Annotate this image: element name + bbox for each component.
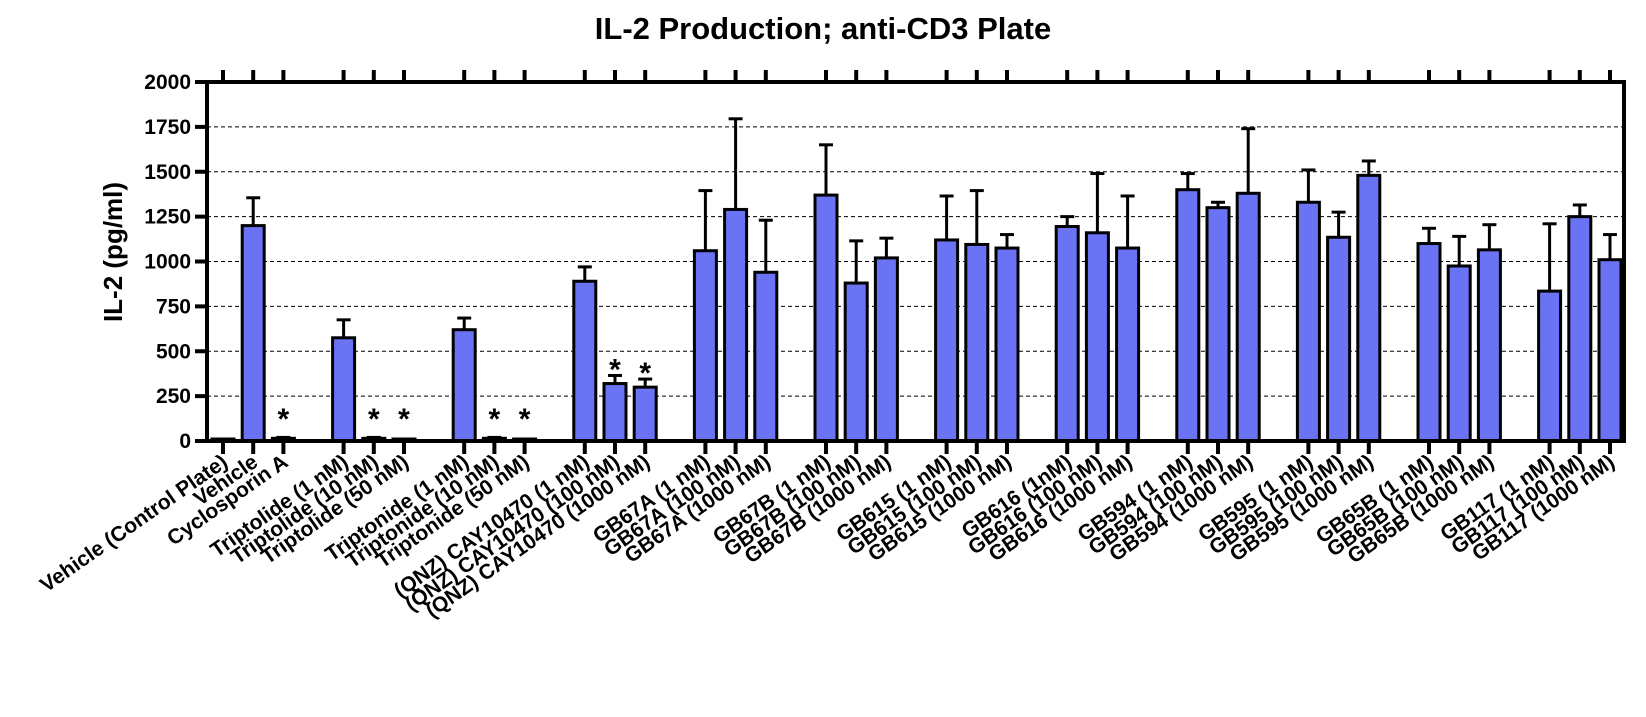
y-tick-label: 1750 — [144, 116, 191, 139]
bar — [964, 242, 990, 443]
bar — [632, 385, 658, 443]
bar — [1356, 173, 1382, 443]
bar — [753, 270, 779, 443]
bar — [873, 256, 899, 443]
bar — [1567, 215, 1593, 443]
bar — [692, 249, 718, 443]
bar — [572, 279, 598, 443]
significance-markers: * * * * * * * — [278, 353, 652, 436]
bar — [331, 336, 357, 443]
y-tick-labels: 0 250 500 750 1000 1250 1500 1750 2000 — [144, 71, 191, 453]
y-axis-label: IL-2 (pg/ml) — [98, 182, 128, 322]
significance-star: * — [489, 403, 501, 436]
bar — [1326, 235, 1352, 443]
significance-star: * — [368, 403, 380, 436]
axes — [195, 70, 1626, 454]
bar — [1084, 231, 1110, 443]
chart-title: IL-2 Production; anti-CD3 Plate — [595, 11, 1051, 46]
bar — [723, 207, 749, 443]
significance-star: * — [519, 403, 531, 436]
y-tick-label: 1000 — [144, 251, 191, 274]
y-tick-label: 2000 — [144, 71, 191, 94]
bar — [451, 328, 477, 443]
plot-frame — [205, 80, 1626, 443]
x-tick-labels: Vehicle (Control Plate)VehicleCyclospori… — [36, 450, 1619, 622]
significance-star: * — [278, 403, 290, 436]
bar — [843, 281, 869, 443]
bar — [1446, 264, 1472, 443]
significance-star: * — [398, 403, 410, 436]
y-tick-label: 0 — [179, 430, 191, 453]
significance-star: * — [639, 357, 651, 390]
bar — [602, 382, 628, 443]
bar — [240, 224, 266, 443]
bar — [1235, 191, 1261, 443]
bar — [1416, 242, 1442, 443]
bar — [813, 193, 839, 443]
bar — [1175, 188, 1201, 443]
bar — [1115, 246, 1141, 443]
bar — [934, 238, 960, 443]
bar — [1537, 289, 1563, 443]
bar — [1054, 224, 1080, 443]
y-tick-label: 1250 — [144, 206, 191, 229]
significance-star: * — [609, 353, 621, 386]
gridlines — [207, 126, 1624, 397]
bar — [994, 246, 1020, 443]
y-tick-label: 500 — [156, 340, 191, 363]
y-tick-label: 750 — [156, 295, 191, 318]
y-tick-label: 1500 — [144, 161, 191, 184]
y-tick-label: 250 — [156, 385, 191, 408]
bar — [1597, 258, 1623, 443]
bar — [1295, 200, 1321, 443]
bars — [210, 117, 1623, 443]
bar — [1205, 206, 1231, 443]
bar — [1476, 248, 1502, 443]
